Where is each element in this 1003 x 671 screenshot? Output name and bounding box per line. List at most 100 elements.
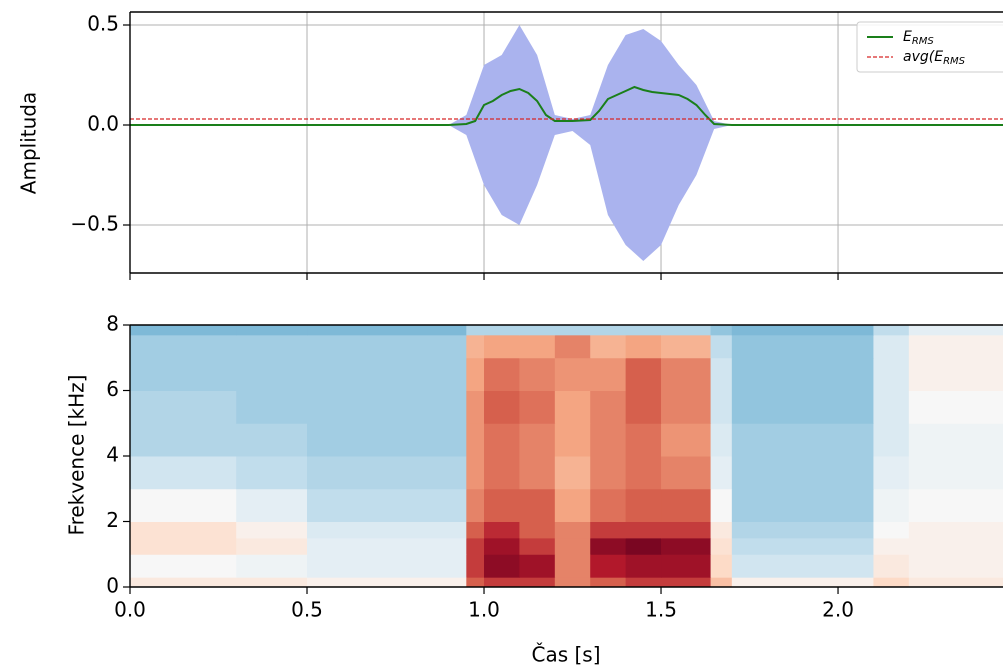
heatmap-cell bbox=[484, 554, 520, 578]
heatmap-cell bbox=[484, 390, 520, 424]
heatmap-cell bbox=[908, 488, 1003, 522]
heatmap-cell bbox=[519, 577, 556, 588]
heatmap-cell bbox=[590, 357, 627, 391]
heatmap-cell bbox=[554, 357, 591, 391]
heatmap-cell bbox=[625, 521, 662, 539]
heatmap-cell bbox=[873, 334, 910, 359]
heatmap-cell bbox=[307, 488, 467, 522]
y-tick-label: 8 bbox=[106, 312, 119, 336]
heatmap-cell bbox=[307, 390, 467, 424]
heatmap-cell bbox=[590, 390, 627, 424]
heatmap-cell bbox=[236, 577, 308, 588]
heatmap-cell bbox=[625, 357, 662, 391]
heatmap-cell bbox=[519, 488, 556, 522]
heatmap-cell bbox=[307, 537, 467, 555]
heatmap-cell bbox=[466, 521, 485, 539]
heatmap-cell bbox=[236, 325, 308, 336]
heatmap-cell bbox=[554, 423, 591, 457]
heatmap-cell bbox=[307, 325, 467, 336]
heatmap-cell bbox=[710, 456, 733, 490]
heatmap-cell bbox=[661, 357, 712, 391]
legend-text-sub: RMS bbox=[912, 36, 935, 47]
legend-text-part: E bbox=[903, 29, 912, 45]
heatmap-cell bbox=[661, 577, 712, 588]
heatmap-cell bbox=[873, 357, 910, 391]
heatmap-cell bbox=[590, 488, 627, 522]
heatmap-cell bbox=[661, 488, 712, 522]
heatmap-cell bbox=[130, 488, 237, 522]
heatmap-cell bbox=[590, 577, 627, 588]
heatmap-cell bbox=[236, 554, 308, 578]
heatmap-cell bbox=[554, 488, 591, 522]
heatmap-cell bbox=[710, 423, 733, 457]
heatmap-cell bbox=[519, 423, 556, 457]
heatmap-cell bbox=[661, 554, 712, 578]
heatmap-cell bbox=[625, 456, 662, 490]
heatmap-cell bbox=[236, 390, 308, 424]
heatmap-cell bbox=[908, 521, 1003, 539]
heatmap-cell bbox=[710, 357, 733, 391]
heatmap-cell bbox=[484, 521, 520, 539]
heatmap-cell bbox=[731, 456, 874, 490]
x-tick-label: 1.0 bbox=[468, 598, 500, 622]
legend-label: avg(ERMS bbox=[903, 49, 966, 67]
heatmap-cell bbox=[236, 456, 308, 490]
y-tick-label: −0.5 bbox=[70, 212, 119, 236]
heatmap-cell bbox=[307, 577, 467, 588]
heatmap-cell bbox=[130, 554, 237, 578]
heatmap-cell bbox=[590, 456, 627, 490]
heatmap-cell bbox=[130, 334, 237, 359]
heatmap-cell bbox=[236, 334, 308, 359]
heatmap-cell bbox=[873, 390, 910, 424]
heatmap-cell bbox=[873, 325, 910, 336]
heatmap-cell bbox=[661, 456, 712, 490]
heatmap-cell bbox=[710, 325, 733, 336]
heatmap-cell bbox=[908, 325, 1003, 336]
heatmap-cell bbox=[625, 537, 662, 555]
heatmap-cell bbox=[554, 390, 591, 424]
heatmap-cell bbox=[710, 521, 733, 539]
heatmap-cell bbox=[130, 390, 237, 424]
x-axis-label: Čas [s] bbox=[531, 643, 600, 667]
y-tick-label: 0.5 bbox=[87, 12, 119, 36]
heatmap-cell bbox=[873, 423, 910, 457]
heatmap-cell bbox=[873, 521, 910, 539]
heatmap-cell bbox=[484, 537, 520, 555]
heatmap-cell bbox=[519, 334, 556, 359]
heatmap-cell bbox=[307, 521, 467, 539]
heatmap-cell bbox=[590, 537, 627, 555]
legend-label: ERMS bbox=[903, 29, 934, 47]
heatmap-cell bbox=[625, 334, 662, 359]
heatmap-cell bbox=[484, 357, 520, 391]
heatmap-cell bbox=[625, 325, 662, 336]
heatmap-cell bbox=[554, 554, 591, 578]
heatmap-cell bbox=[484, 423, 520, 457]
heatmap-cell bbox=[554, 325, 591, 336]
heatmap-cell bbox=[908, 334, 1003, 359]
heatmap-cell bbox=[710, 554, 733, 578]
heatmap-cell bbox=[710, 334, 733, 359]
heatmap-cell bbox=[307, 334, 467, 359]
x-tick-label: 0.5 bbox=[291, 598, 323, 622]
heatmap-cell bbox=[130, 423, 237, 457]
heatmap-cell bbox=[466, 325, 485, 336]
heatmap-cell bbox=[873, 488, 910, 522]
heatmap-cell bbox=[484, 577, 520, 588]
heatmap-cell bbox=[590, 325, 627, 336]
heatmap-cell bbox=[590, 334, 627, 359]
heatmap-cell bbox=[710, 488, 733, 522]
heatmap-cell bbox=[590, 554, 627, 578]
heatmap-cell bbox=[519, 357, 556, 391]
heatmap-cell bbox=[625, 390, 662, 424]
heatmap-cell bbox=[236, 521, 308, 539]
heatmap-cell bbox=[661, 423, 712, 457]
series-line bbox=[130, 85, 1003, 126]
heatmap-cell bbox=[466, 334, 485, 359]
heatmap-cell bbox=[625, 423, 662, 457]
heatmap-cell bbox=[484, 325, 520, 336]
heatmap-cell bbox=[908, 456, 1003, 490]
heatmap-cell bbox=[731, 537, 874, 555]
y-tick-label: 2 bbox=[106, 508, 119, 532]
heatmap-cell bbox=[130, 357, 237, 391]
heatmap-cell bbox=[554, 537, 591, 555]
